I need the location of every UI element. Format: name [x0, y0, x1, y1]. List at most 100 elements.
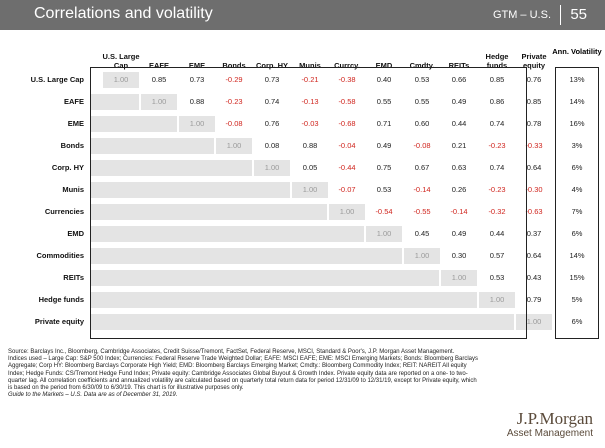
column-header: U.S. Large Cap	[102, 52, 140, 70]
row-label: U.S. Large Cap	[30, 75, 84, 84]
diagonal-cell: 1.00	[254, 160, 290, 176]
correlation-cell: 0.74	[489, 163, 505, 172]
correlation-cell: 0.73	[189, 75, 205, 84]
row-label: REITs	[63, 273, 84, 282]
volatility-cell: 6%	[571, 163, 583, 172]
volatility-header: Ann. Volatility	[552, 47, 602, 56]
correlation-cell: -0.21	[301, 75, 319, 84]
diagonal-cell: 1.00	[103, 72, 139, 88]
correlation-cell: -0.54	[375, 207, 393, 216]
lower-triangle-shade	[91, 138, 214, 154]
correlation-cell: 0.64	[526, 163, 542, 172]
diagonal-cell: 1.00	[179, 116, 215, 132]
row-label: Hedge funds	[38, 295, 84, 304]
diagonal-cell: 1.00	[404, 248, 440, 264]
volatility-cell: 14%	[569, 251, 585, 260]
column-header: Munis	[299, 61, 321, 70]
diagonal-cell: 1.00	[441, 270, 477, 286]
correlation-cell: 0.49	[451, 97, 467, 106]
column-header: Bonds	[222, 61, 246, 70]
correlation-cell: 0.40	[376, 75, 392, 84]
diagonal-cell: 1.00	[292, 182, 328, 198]
correlation-cell: 0.71	[376, 119, 392, 128]
correlation-cell: 0.86	[489, 97, 505, 106]
correlation-cell: 0.49	[451, 229, 467, 238]
correlation-cell: -0.23	[488, 141, 506, 150]
correlation-cell: 0.66	[451, 75, 467, 84]
matrix-border	[90, 67, 527, 339]
correlation-cell: 0.21	[451, 141, 467, 150]
lower-triangle-shade	[91, 94, 139, 110]
correlation-cell: -0.23	[225, 97, 243, 106]
correlation-cell: 0.45	[414, 229, 430, 238]
correlation-cell: 0.63	[451, 163, 467, 172]
lower-triangle-shade	[91, 226, 364, 242]
lower-triangle-shade	[91, 248, 402, 264]
correlation-cell: 0.74	[264, 97, 280, 106]
logo-line-1: J.P.Morgan	[516, 409, 593, 428]
correlation-cell: 0.85	[526, 97, 542, 106]
correlation-cell: 0.55	[414, 97, 430, 106]
correlation-cell: -0.38	[338, 75, 356, 84]
correlation-cell: -0.14	[450, 207, 468, 216]
correlation-cell: -0.08	[225, 119, 243, 128]
jpmorgan-logo: J.P.Morgan Asset Management	[507, 410, 593, 440]
row-label: Munis	[62, 185, 84, 194]
column-header: Currcy.	[334, 61, 360, 70]
diagonal-cell: 1.00	[141, 94, 177, 110]
correlation-cell: 0.64	[526, 251, 542, 260]
volatility-cell: 14%	[569, 97, 585, 106]
correlation-cell: 0.26	[451, 185, 467, 194]
column-header: Private equity	[521, 52, 547, 70]
column-header: Hedge funds	[485, 52, 509, 70]
lower-triangle-shade	[91, 314, 514, 330]
correlation-cell: 0.53	[489, 273, 505, 282]
footnotes: Source: Barclays Inc., Bloomberg, Cambri…	[8, 349, 478, 399]
indices-note: Indices used – Large Cap: S&P 500 Index;…	[8, 356, 478, 392]
correlation-cell: 0.08	[264, 141, 280, 150]
correlation-cell: -0.68	[338, 119, 356, 128]
correlation-cell: 0.73	[264, 75, 280, 84]
lower-triangle-shade	[91, 182, 290, 198]
correlation-cell: -0.32	[488, 207, 506, 216]
correlation-cell: -0.07	[338, 185, 356, 194]
correlation-cell: 0.30	[451, 251, 467, 260]
correlation-cell: -0.03	[301, 119, 319, 128]
column-header: REITs	[448, 61, 470, 70]
lower-triangle-shade	[91, 292, 477, 308]
volatility-cell: 15%	[569, 273, 585, 282]
correlation-cell: 0.79	[526, 295, 542, 304]
column-header: EMD	[375, 61, 393, 70]
source-note: Source: Barclays Inc., Bloomberg, Cambri…	[8, 349, 455, 355]
diagonal-cell: 1.00	[216, 138, 252, 154]
correlation-cell: -0.29	[225, 75, 243, 84]
correlation-cell: 0.67	[414, 163, 430, 172]
row-label: Corp. HY	[51, 163, 84, 172]
correlation-cell: 0.44	[451, 119, 467, 128]
correlation-cell: -0.04	[338, 141, 356, 150]
correlation-cell: 0.78	[526, 119, 542, 128]
correlation-cell: -0.23	[488, 185, 506, 194]
correlation-cell: 0.74	[489, 119, 505, 128]
correlation-cell: -0.55	[413, 207, 431, 216]
row-label: Commodities	[36, 251, 84, 260]
lower-triangle-shade	[91, 116, 177, 132]
logo-line-2: Asset Management	[506, 428, 593, 439]
correlation-cell: 0.53	[376, 185, 392, 194]
volatility-cell: 5%	[571, 295, 583, 304]
row-label: EMD	[67, 229, 84, 238]
correlation-cell: 0.44	[489, 229, 505, 238]
diagonal-cell: 1.00	[366, 226, 402, 242]
page-number: 55	[570, 6, 587, 23]
volatility-cell: 4%	[571, 185, 583, 194]
column-header: EAFE	[148, 61, 169, 70]
page-header: Correlations and volatility GTM – U.S. 5…	[0, 0, 605, 30]
correlation-cell: 0.53	[414, 75, 430, 84]
volatility-cell: 7%	[571, 207, 583, 216]
volatility-cell: 6%	[571, 317, 583, 326]
lower-triangle-shade	[91, 204, 327, 220]
row-label: EAFE	[63, 97, 84, 106]
correlation-cell: 0.43	[526, 273, 542, 282]
correlation-cell: 0.85	[151, 75, 167, 84]
correlation-cell: 0.76	[526, 75, 542, 84]
